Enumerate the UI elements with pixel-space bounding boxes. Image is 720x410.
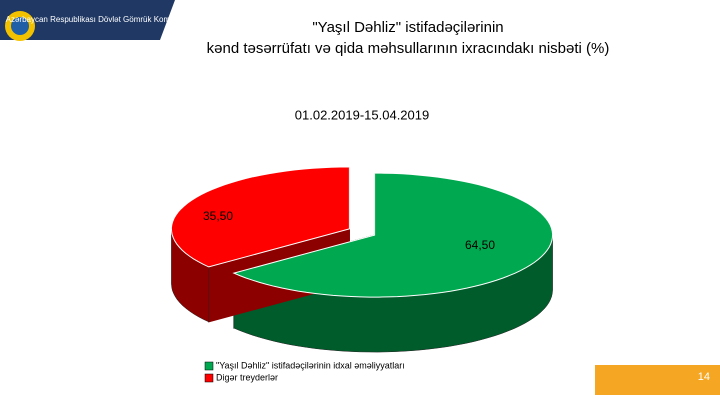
data-label: 35,50 [203,209,233,223]
chart-title: kənd təsərrüfatı və qida məhsullarının i… [207,40,610,57]
legend-swatch [204,373,214,383]
logo-inner [11,17,29,35]
slice [170,166,350,268]
page-number-box [595,365,720,395]
chart-subtitle: 01.02.2019-15.04.2019 [295,107,429,122]
legend-label: Digər treyderlər [216,372,278,382]
chart-title: "Yaşıl Dəhliz" istifadəçilərinin [312,19,503,36]
legend-swatch [204,361,214,371]
page-number: 14 [698,371,710,383]
org-name: Azərbaycan Respublikası Dövlət Gömrük Ko… [6,15,185,24]
slice [232,172,554,298]
pie [170,166,554,353]
data-label: 64,50 [465,238,495,252]
legend-label: "Yaşıl Dəhliz" istifadəçilərinin idxal ə… [216,360,405,370]
header-bar [0,0,175,40]
